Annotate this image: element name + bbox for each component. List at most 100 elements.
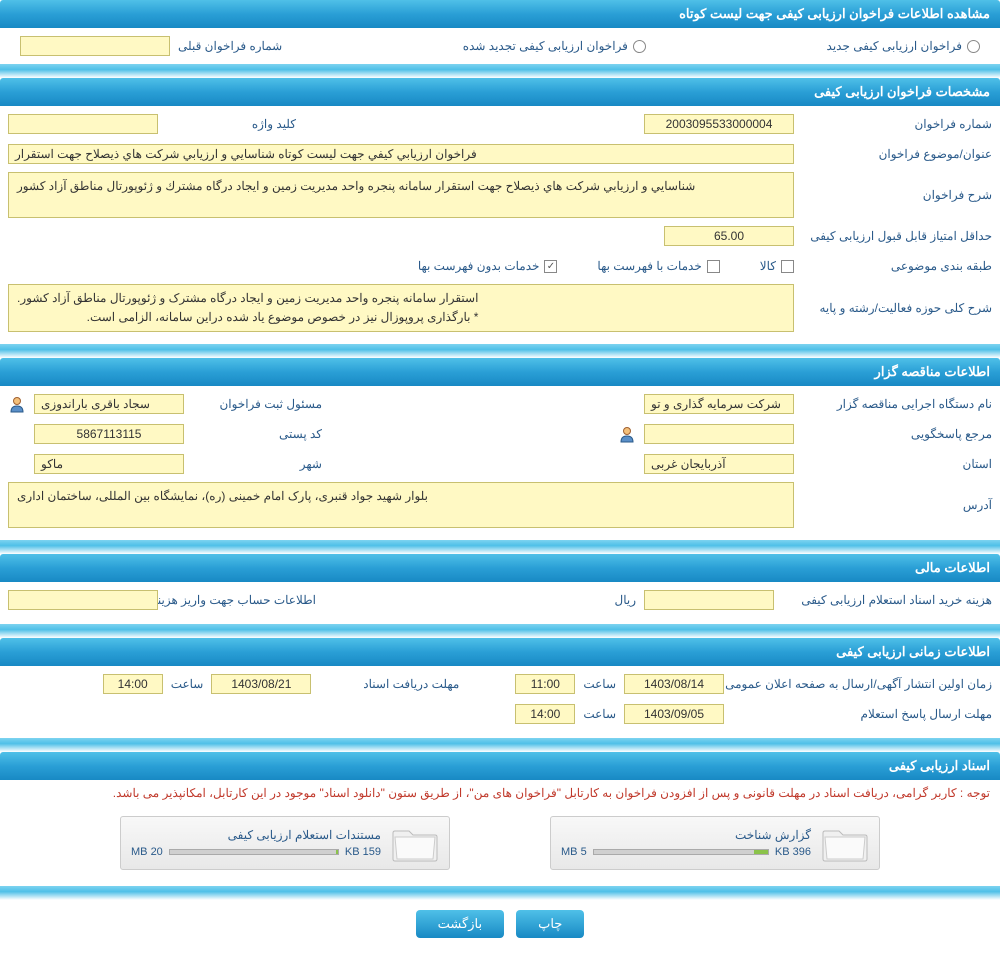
province-label: استان	[802, 457, 992, 471]
subject-field: فراخوان ارزيابي كيفي جهت ليست كوتاه شناس…	[8, 144, 794, 164]
desc-field: شناسايي و ارزيابي شركت هاي ذيصلاح جهت اس…	[8, 172, 794, 218]
meter-bar	[169, 849, 339, 855]
radio-renewed-label: فراخوان ارزیابی کیفی تجدید شده	[463, 39, 628, 53]
desc-label: شرح فراخوان	[802, 188, 992, 202]
section-timing-title: اطلاعات زمانی ارزیابی کیفی	[836, 644, 990, 659]
divider	[0, 64, 1000, 78]
folder-icon	[391, 823, 439, 863]
person-icon	[8, 395, 26, 413]
registrar-label: مسئول ثبت فراخوان	[192, 397, 322, 411]
prev-number-label: شماره فراخوان قبلی	[178, 39, 282, 53]
person-icon	[618, 425, 636, 443]
org-name-label: نام دستگاه اجرایی مناقصه گزار	[802, 397, 992, 411]
section-finance-title: اطلاعات مالی	[915, 560, 990, 575]
deadline-docs-date-field: 1403/08/21	[211, 674, 311, 694]
divider	[0, 738, 1000, 752]
address-label: آدرس	[802, 498, 992, 512]
button-row: چاپ بازگشت	[0, 900, 1000, 954]
time-word: ساعت	[171, 677, 204, 691]
subject-label: عنوان/موضوع فراخوان	[802, 147, 992, 161]
doc2-limit: 20 MB	[131, 846, 163, 858]
meter-fill	[754, 850, 768, 854]
registrar-field: سجاد باقری باراندوزی	[34, 394, 184, 414]
address-field: بلوار شهید جواد قنبری، پارک امام خمینی (…	[8, 482, 794, 528]
section-spec-body: شماره فراخوان 2003095533000004 کلید واژه…	[0, 106, 1000, 344]
responder-field	[644, 424, 794, 444]
cost-label: هزینه خرید اسناد استعلام ارزیابی کیفی	[782, 593, 992, 607]
radio-new-label: فراخوان ارزیابی کیفی جدید	[827, 39, 962, 53]
checkbox-icon	[707, 260, 720, 273]
postal-label: کد پستی	[192, 427, 322, 441]
deadline-docs-time-field: 14:00	[103, 674, 163, 694]
section-finance-header: اطلاعات مالی	[0, 554, 1000, 582]
checkbox-checked-icon	[544, 260, 557, 273]
back-button[interactable]: بازگشت	[416, 910, 504, 938]
responder-label: مرجع پاسخگویی	[802, 427, 992, 441]
divider	[0, 344, 1000, 358]
cat-without-list-label: خدمات بدون فهرست بها	[418, 259, 540, 273]
prev-number-group: شماره فراخوان قبلی	[20, 36, 282, 56]
keyword-label: کلید واژه	[166, 117, 296, 131]
call-number-label: شماره فراخوان	[802, 117, 992, 131]
city-label: شهر	[192, 457, 322, 471]
doc1-title: گزارش شناخت	[561, 828, 811, 842]
meter-bar	[593, 849, 769, 855]
account-label: اطلاعات حساب جهت واریز هزینه خرید اسناد	[166, 593, 316, 609]
radio-circle-icon	[633, 40, 646, 53]
cat-goods-label: کالا	[760, 259, 776, 273]
divider	[0, 540, 1000, 554]
print-button[interactable]: چاپ	[516, 910, 584, 938]
publish-time-field: 11:00	[515, 674, 575, 694]
rial-label: ریال	[614, 593, 636, 607]
section-spec-title: مشخصات فراخوان ارزیابی کیفی	[814, 84, 990, 99]
section-docs-header: اسناد ارزیابی کیفی	[0, 752, 1000, 780]
call-number-field: 2003095533000004	[644, 114, 794, 134]
deadline-reply-date-field: 1403/09/05	[624, 704, 724, 724]
call-type-row: فراخوان ارزیابی کیفی جدید فراخوان ارزیاب…	[0, 28, 1000, 64]
cost-field	[644, 590, 774, 610]
divider	[0, 886, 1000, 900]
radio-circle-icon	[967, 40, 980, 53]
cat-with-list[interactable]: خدمات با فهرست بها	[597, 259, 719, 273]
deadline-reply-label: مهلت ارسال پاسخ استعلام	[732, 707, 992, 721]
min-score-label: حداقل امتیاز قابل قبول ارزیابی کیفی	[802, 229, 992, 243]
meter-fill	[336, 850, 338, 854]
section-org-header: اطلاعات مناقصه گزار	[0, 358, 1000, 386]
publish-label: زمان اولین انتشار آگهی/ارسال به صفحه اعل…	[732, 677, 992, 691]
docs-panel: گزارش شناخت 396 KB 5 MB مستندات استعلام …	[0, 806, 1000, 886]
cat-without-list[interactable]: خدمات بدون فهرست بها	[418, 259, 558, 273]
section-timing-header: اطلاعات زمانی ارزیابی کیفی	[0, 638, 1000, 666]
section-finance-body: هزینه خرید اسناد استعلام ارزیابی کیفی ری…	[0, 582, 1000, 624]
doc2-size: 159 KB	[345, 846, 381, 858]
section-spec-header: مشخصات فراخوان ارزیابی کیفی	[0, 78, 1000, 106]
prev-number-field	[20, 36, 170, 56]
folder-icon	[821, 823, 869, 863]
deadline-docs-label: مهلت دریافت اسناد	[319, 677, 459, 691]
publish-date-field: 1403/08/14	[624, 674, 724, 694]
radio-new[interactable]: فراخوان ارزیابی کیفی جدید	[827, 36, 980, 56]
city-field: ماکو	[34, 454, 184, 474]
min-score-field: 65.00	[664, 226, 794, 246]
section-timing-body: زمان اولین انتشار آگهی/ارسال به صفحه اعل…	[0, 666, 1000, 738]
doc-card-inquiry[interactable]: مستندات استعلام ارزیابی کیفی 159 KB 20 M…	[120, 816, 450, 870]
cat-with-list-label: خدمات با فهرست بها	[597, 259, 701, 273]
postal-field: 5867113115	[34, 424, 184, 444]
doc1-limit: 5 MB	[561, 846, 587, 858]
field-desc-label: شرح کلی حوزه فعالیت/رشته و پایه	[802, 301, 992, 315]
section-org-title: اطلاعات مناقصه گزار	[875, 364, 990, 379]
keyword-field	[8, 114, 158, 134]
account-field	[8, 590, 158, 610]
field-desc-field: استقرار سامانه پنجره واحد مدیریت زمین و …	[8, 284, 794, 332]
doc2-title: مستندات استعلام ارزیابی کیفی	[131, 828, 381, 842]
doc-card-recognition[interactable]: گزارش شناخت 396 KB 5 MB	[550, 816, 880, 870]
radio-renewed[interactable]: فراخوان ارزیابی کیفی تجدید شده	[463, 36, 646, 56]
deadline-reply-time-field: 14:00	[515, 704, 575, 724]
section-org-body: نام دستگاه اجرایی مناقصه گزار شرکت سرمای…	[0, 386, 1000, 540]
page-title: مشاهده اطلاعات فراخوان ارزیابی کیفی جهت …	[679, 6, 990, 21]
divider	[0, 624, 1000, 638]
cat-goods[interactable]: کالا	[760, 259, 794, 273]
province-field: آذربایجان غربی	[644, 454, 794, 474]
checkbox-icon	[781, 260, 794, 273]
org-name-field: شرکت سرمایه گذاری و تو	[644, 394, 794, 414]
doc1-size: 396 KB	[775, 846, 811, 858]
